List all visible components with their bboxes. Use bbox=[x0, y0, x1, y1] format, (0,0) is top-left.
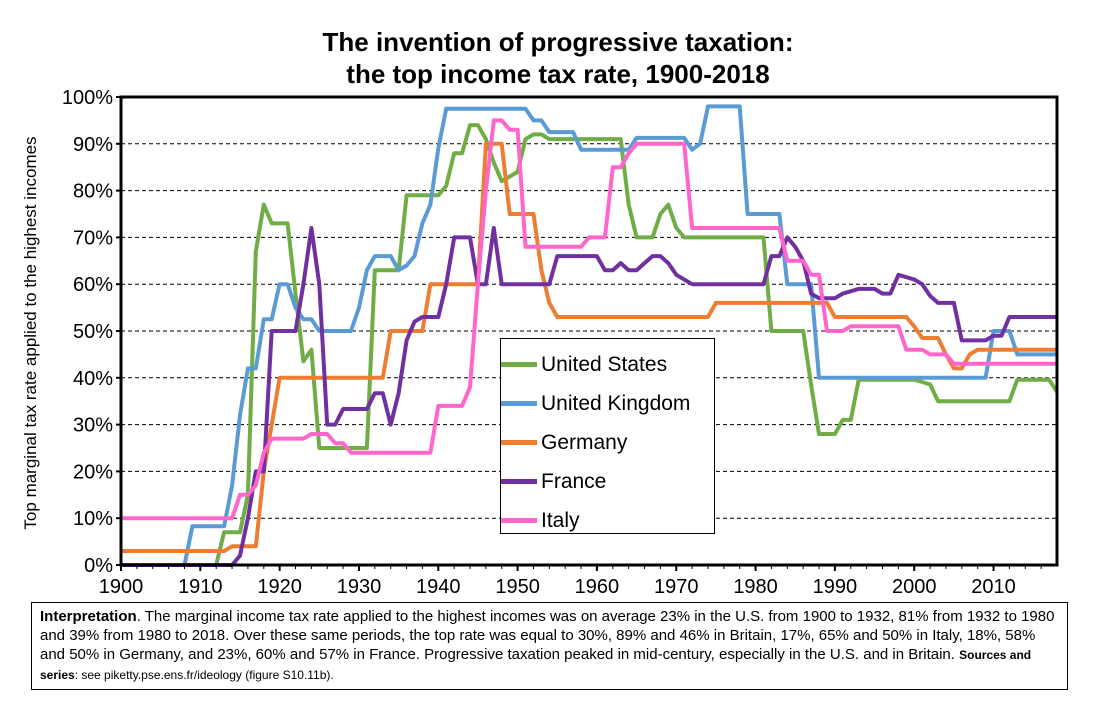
note-body: . The marginal income tax rate applied t… bbox=[40, 608, 1055, 663]
x-tick-label: 1980 bbox=[733, 576, 778, 598]
series-lines bbox=[121, 104, 1059, 567]
legend-item: Italy bbox=[501, 501, 714, 540]
y-tick-label: 80% bbox=[73, 181, 113, 203]
x-tick-label: 1920 bbox=[257, 576, 302, 598]
y-tick-label: 40% bbox=[73, 368, 113, 390]
chart-title-line-1: The invention of progressive taxation: bbox=[322, 27, 794, 57]
legend-label: Italy bbox=[541, 508, 580, 532]
legend-item: France bbox=[501, 462, 714, 501]
legend: United States United Kingdom Germany France… bbox=[500, 338, 715, 534]
x-tick-label: 1940 bbox=[416, 576, 461, 598]
y-axis-ticks: 0% 10% 20% 30% 40% 50% 60% 70% 80% 90% 100% bbox=[62, 87, 121, 577]
legend-swatch bbox=[501, 518, 537, 523]
x-tick-label: 1930 bbox=[337, 576, 382, 598]
y-axis-label: Top marginal tax rate applied to the hig… bbox=[21, 136, 40, 530]
sources-lead: Sources and series bbox=[40, 648, 1032, 682]
legend-label: France bbox=[541, 469, 607, 493]
y-tick-label: 10% bbox=[73, 508, 113, 530]
x-tick-label: 1950 bbox=[495, 576, 540, 598]
interpretation-note: Interpretation. The marginal income tax … bbox=[31, 602, 1068, 690]
x-tick-label: 2000 bbox=[892, 576, 937, 598]
chart-title-line-2: the top income tax rate, 1900-2018 bbox=[346, 59, 770, 89]
y-tick-label: 30% bbox=[73, 415, 113, 437]
y-tick-label: 90% bbox=[73, 134, 113, 156]
y-tick-label: 50% bbox=[73, 321, 113, 343]
x-axis-ticks: 1900 1910 1920 1930 1940 1950 1960 1970 1980 1990… bbox=[99, 565, 1042, 598]
y-tick-label: 60% bbox=[73, 274, 113, 296]
series-line-france bbox=[121, 226, 1057, 567]
legend-item: Germany bbox=[501, 423, 714, 462]
x-tick-label: 1910 bbox=[178, 576, 223, 598]
legend-label: United States bbox=[541, 352, 668, 376]
note-lead: Interpretation bbox=[40, 608, 137, 625]
legend-swatch bbox=[501, 362, 537, 367]
x-tick-label: 1990 bbox=[813, 576, 858, 598]
sources-body: : see piketty.pse.ens.fr/ideology (figur… bbox=[74, 668, 334, 682]
series-line-germany bbox=[121, 141, 1057, 553]
legend-item: United Kingdom bbox=[501, 384, 714, 423]
x-tick-label: 1900 bbox=[99, 576, 144, 598]
legend-swatch bbox=[501, 440, 537, 445]
legend-label: Germany bbox=[541, 430, 628, 454]
series-line-united-kingdom bbox=[121, 104, 1057, 567]
series-line-italy bbox=[121, 118, 1057, 521]
x-tick-label: 2010 bbox=[971, 576, 1016, 598]
legend-swatch bbox=[501, 401, 537, 406]
x-tick-label: 1970 bbox=[654, 576, 699, 598]
y-tick-label: 20% bbox=[73, 461, 113, 483]
y-tick-label: 100% bbox=[62, 87, 113, 109]
series-line-united-states bbox=[121, 123, 1059, 567]
x-tick-label: 1960 bbox=[575, 576, 620, 598]
legend-label: United Kingdom bbox=[541, 391, 691, 415]
legend-swatch bbox=[501, 479, 537, 484]
y-tick-label: 0% bbox=[84, 555, 113, 577]
y-tick-label: 70% bbox=[73, 227, 113, 249]
legend-item: United States bbox=[501, 345, 714, 384]
